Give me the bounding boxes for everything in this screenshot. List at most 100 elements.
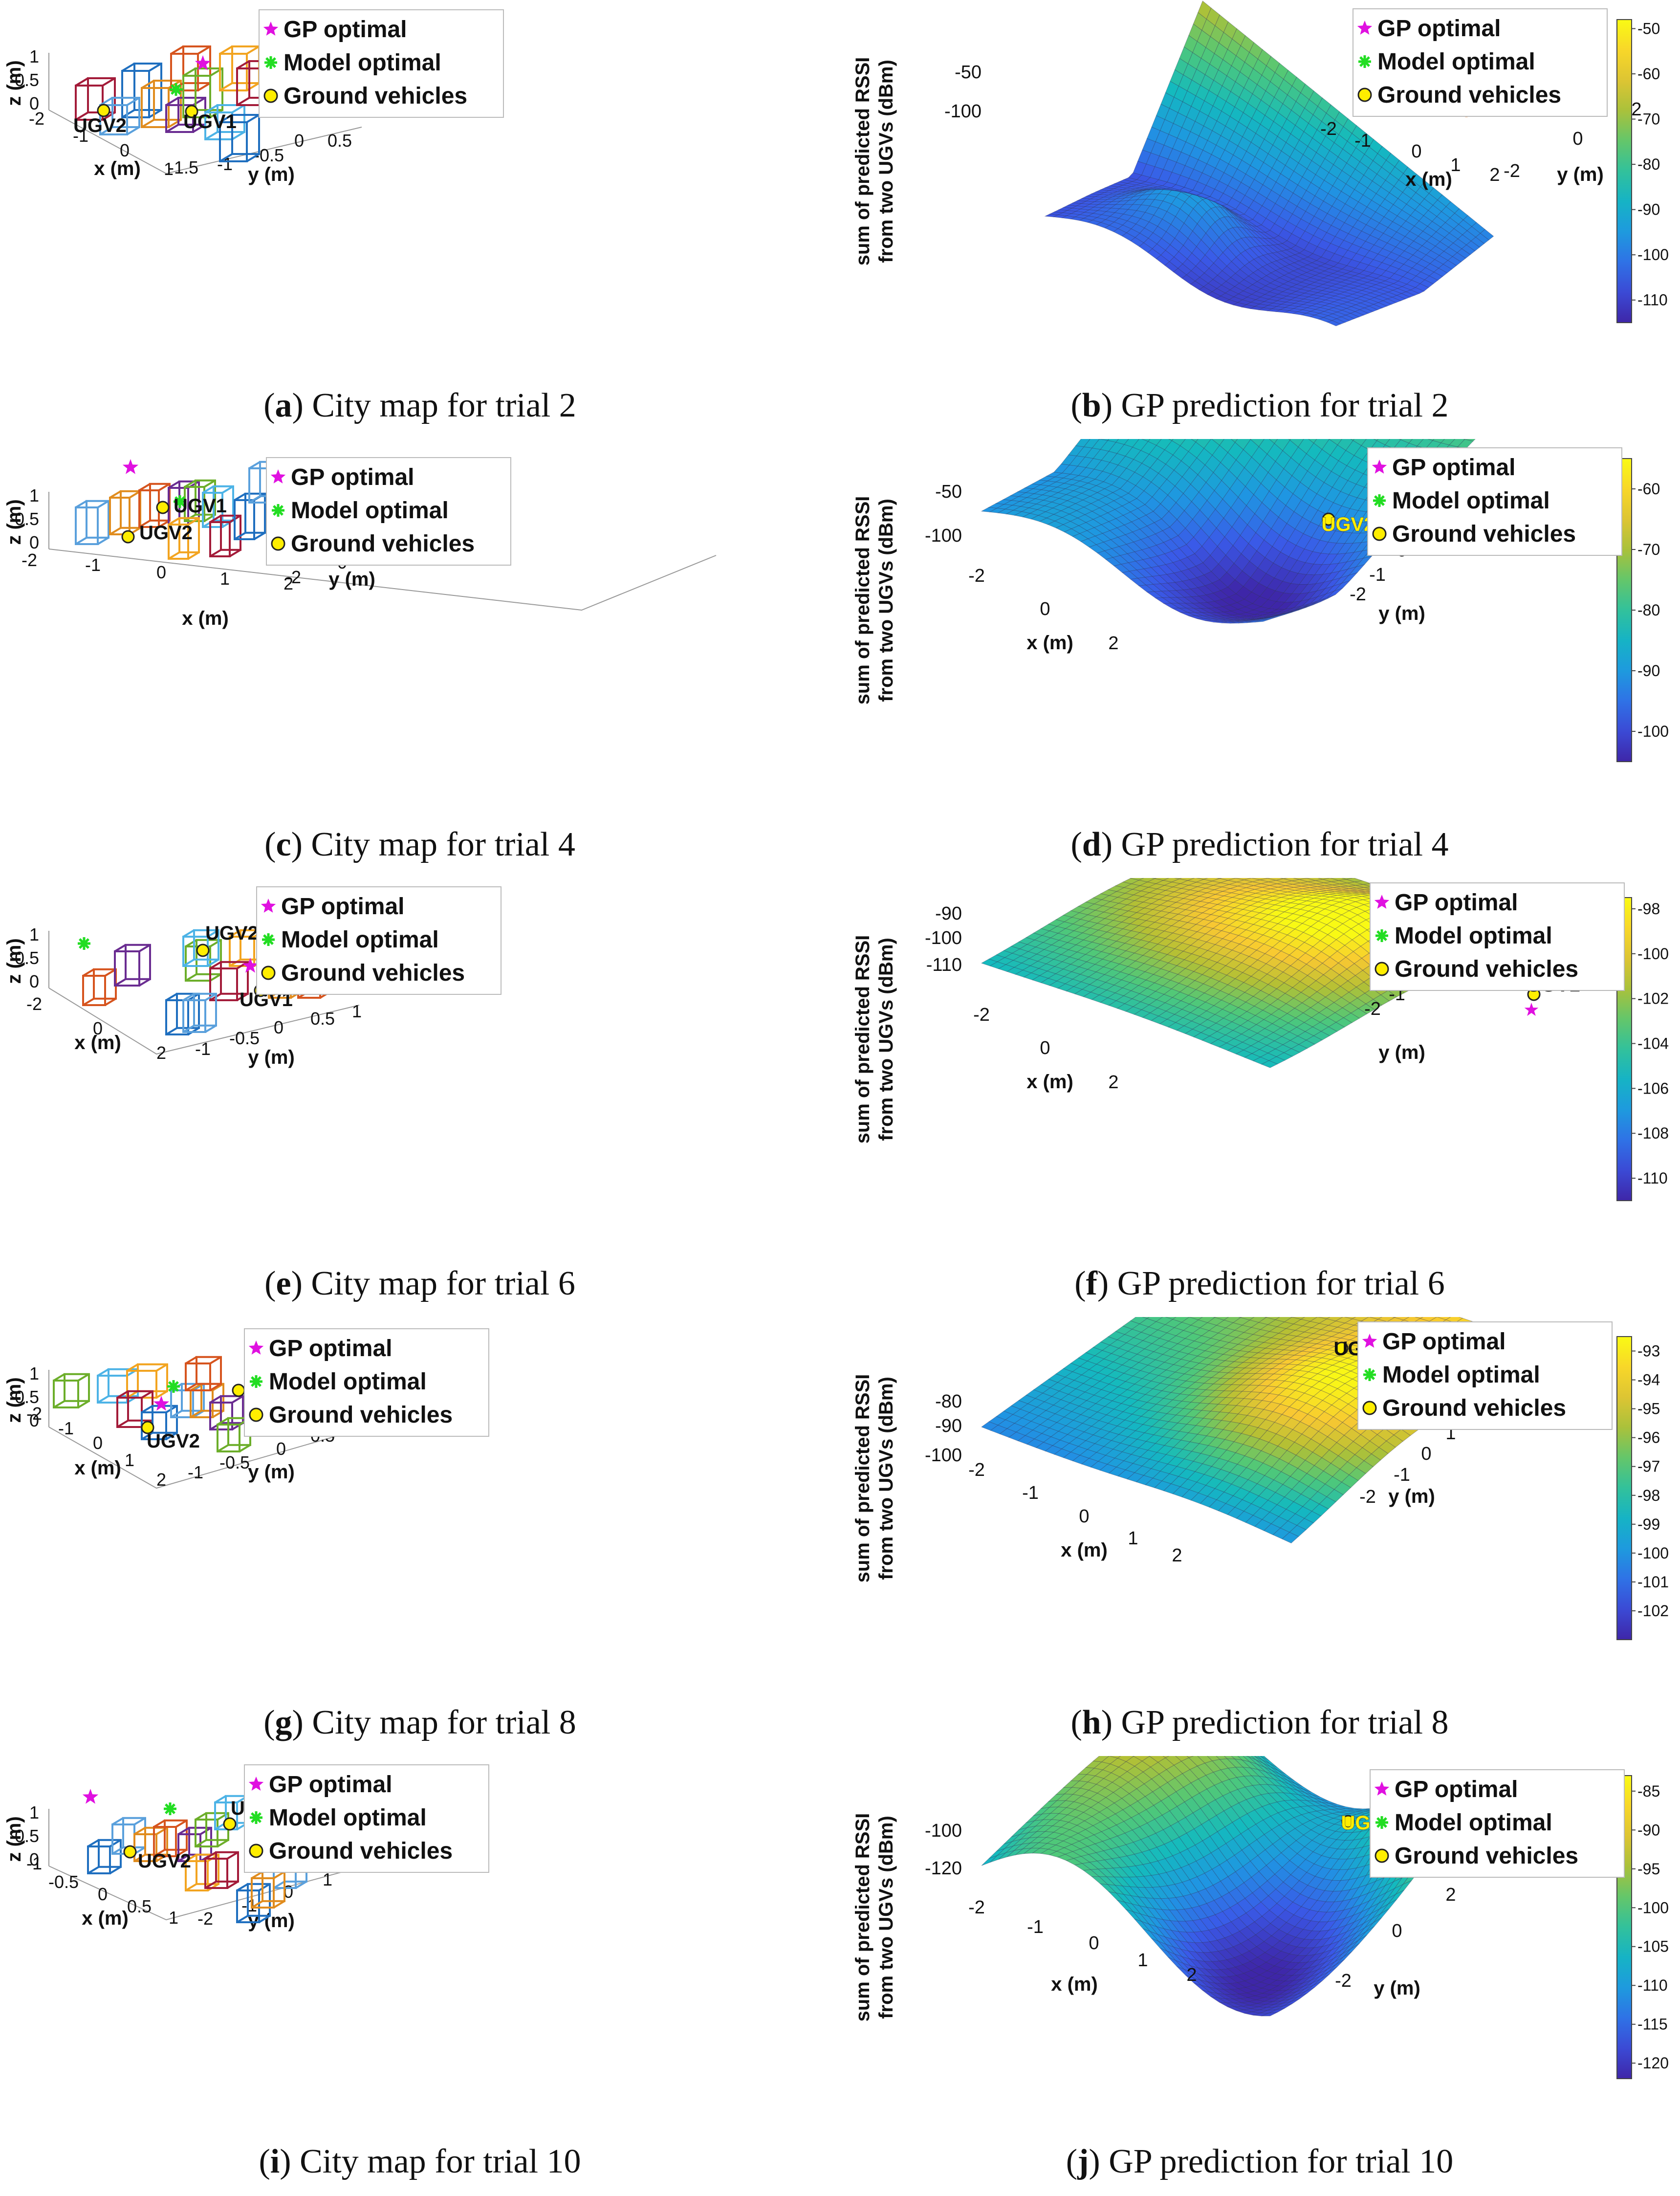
ground-vehicle-legend-icon [1372, 527, 1387, 541]
x-axis-label: x (m) [82, 1908, 129, 1929]
z-axis-label: z (m) [3, 1377, 25, 1423]
x-tick-label: 0 [1411, 141, 1421, 162]
model-optimal-legend-icon [1375, 1816, 1388, 1829]
z-tick-label: 1 [29, 1802, 39, 1823]
caption: (d) GP prediction for trial 4 [1070, 826, 1449, 863]
vehicle-label: UGV2 [205, 922, 259, 944]
x-tick-label: -2 [26, 994, 42, 1014]
y-axis-label: y (m) [1388, 1486, 1435, 1507]
x-tick-label: 2 [156, 1470, 166, 1490]
legend-model-label: Model optimal [281, 927, 439, 953]
z-axis-label-line1: sum of predicted RSSI [852, 1813, 873, 2022]
building-box [168, 517, 200, 560]
z-tick-label: -100 [925, 1445, 962, 1466]
gp-optimal-legend-icon [1357, 21, 1373, 35]
colorbar-tick-label: -101 [1637, 1573, 1669, 1591]
ground-vehicle-legend-icon [249, 1407, 263, 1422]
legend-model-label: Model optimal [1395, 923, 1552, 949]
surface-mesh [1044, 0, 1494, 327]
ground-vehicle-marker [185, 105, 198, 118]
z-tick-label: 1 [29, 924, 39, 944]
colorbar-tick-label: -102 [1637, 990, 1669, 1008]
legend-gp-label: GP optimal [1382, 1329, 1506, 1355]
gp-optimal-legend-icon [1374, 895, 1390, 909]
y-tick-label: -2 [1504, 161, 1520, 181]
ground-vehicle-legend-icon [271, 536, 285, 551]
legend-box [256, 886, 502, 995]
x-tick-label: -2 [29, 109, 44, 129]
z-axis-label-line1: sum of predicted RSSI [852, 935, 873, 1144]
x-tick-label: 2 [1108, 1072, 1118, 1093]
z-axis-label-line1: sum of predicted RSSI [852, 57, 873, 266]
building-box [75, 77, 116, 121]
z-axis-label: z (m) [3, 499, 25, 545]
model-optimal-marker [174, 495, 186, 508]
legend-vehicles-label: Ground vehicles [269, 1402, 453, 1428]
building-box [236, 1883, 271, 1923]
ground-vehicle-legend-icon [1375, 1848, 1389, 1863]
ground-vehicle-legend-icon [1357, 88, 1372, 102]
building-box [209, 961, 249, 1001]
z-tick-label: -100 [925, 1821, 962, 1841]
model-optimal-marker [78, 937, 90, 950]
caption: (f) GP prediction for trial 6 [1074, 1265, 1445, 1302]
building-box [185, 1356, 222, 1391]
gp-optimal-marker [1524, 1003, 1539, 1016]
y-tick-label: 1 [323, 1869, 332, 1889]
legend-gp-label: GP optimal [291, 464, 415, 490]
z-tick-label: 1 [29, 1363, 39, 1383]
caption: (a) City map for trial 2 [263, 387, 576, 424]
x-tick-label: 2 [1186, 1965, 1197, 1985]
z-axis-label-line2: from two UGVs (dBm) [875, 499, 897, 702]
ground-vehicle-legend-icon [1362, 1401, 1377, 1415]
ground-vehicle-marker [223, 1817, 237, 1831]
building-box [53, 1373, 90, 1408]
z-tick-label: -50 [955, 62, 982, 83]
building-box [121, 63, 162, 118]
y-tick-label: 0 [284, 1882, 293, 1902]
y-axis-label: y (m) [248, 1910, 295, 1932]
colorbar-tick-label: -120 [1637, 2054, 1669, 2072]
x-tick-label: -2 [1320, 119, 1337, 139]
x-tick-label: 0 [1089, 1933, 1099, 1954]
colorbar-tick-label: -110 [1637, 1169, 1668, 1187]
x-tick-label: -2 [968, 1897, 985, 1918]
z-tick-label: 1 [29, 485, 39, 505]
building-box [114, 944, 151, 987]
z-tick-label: -50 [935, 482, 962, 502]
y-tick-label: 0.5 [327, 131, 352, 151]
city-map-chart: z (m) 00.51-202 -1-0.50 0.5 1x (m)y (m)UGV1U… [3, 886, 502, 1068]
building-box [99, 97, 140, 135]
colorbar-tick-label: -70 [1637, 541, 1660, 558]
colorbar-tick-label: -102 [1637, 1602, 1669, 1620]
y-tick-label: -2 [285, 567, 301, 587]
legend-gp-label: GP optimal [269, 1336, 393, 1362]
building-box [75, 500, 109, 545]
caption: (b) GP prediction for trial 2 [1070, 387, 1449, 424]
surface-chart: sum of predicted RSSI from two UGVs (dBm)… [852, 1756, 1669, 2079]
caption: (j) GP prediction for trial 10 [1066, 2143, 1454, 2180]
z-tick-label: 1 [29, 46, 39, 66]
z-tick-label: 0 [29, 1410, 39, 1430]
gp-optimal-legend-icon [263, 22, 279, 36]
x-tick-label: -2 [973, 1005, 990, 1025]
colorbar-tick-label: -93 [1637, 1342, 1660, 1360]
colorbar-tick-label: -60 [1637, 480, 1660, 498]
x-tick-label: 0 [156, 562, 166, 582]
z-axis-label: z (m) [3, 938, 25, 984]
x-axis-label: x (m) [182, 608, 229, 629]
x-tick-label: -1 [85, 555, 101, 575]
legend-gp-label: GP optimal [1395, 1777, 1518, 1802]
y-axis-label: y (m) [328, 569, 375, 590]
z-tick-label: 0 [29, 93, 39, 113]
colorbar-tick-label: -80 [1637, 155, 1660, 173]
ground-vehicle-marker [196, 944, 210, 957]
gp-optimal-marker [153, 1396, 170, 1411]
z-tick-label: 0.5 [15, 948, 39, 968]
caption: (h) GP prediction for trial 8 [1070, 1704, 1449, 1741]
gp-optimal-marker [82, 1789, 99, 1804]
x-tick-label: -1 [1354, 131, 1371, 151]
building-box [109, 490, 141, 535]
legend-gp-label: GP optimal [284, 17, 407, 43]
x-axis-label: x (m) [1051, 1974, 1098, 1995]
